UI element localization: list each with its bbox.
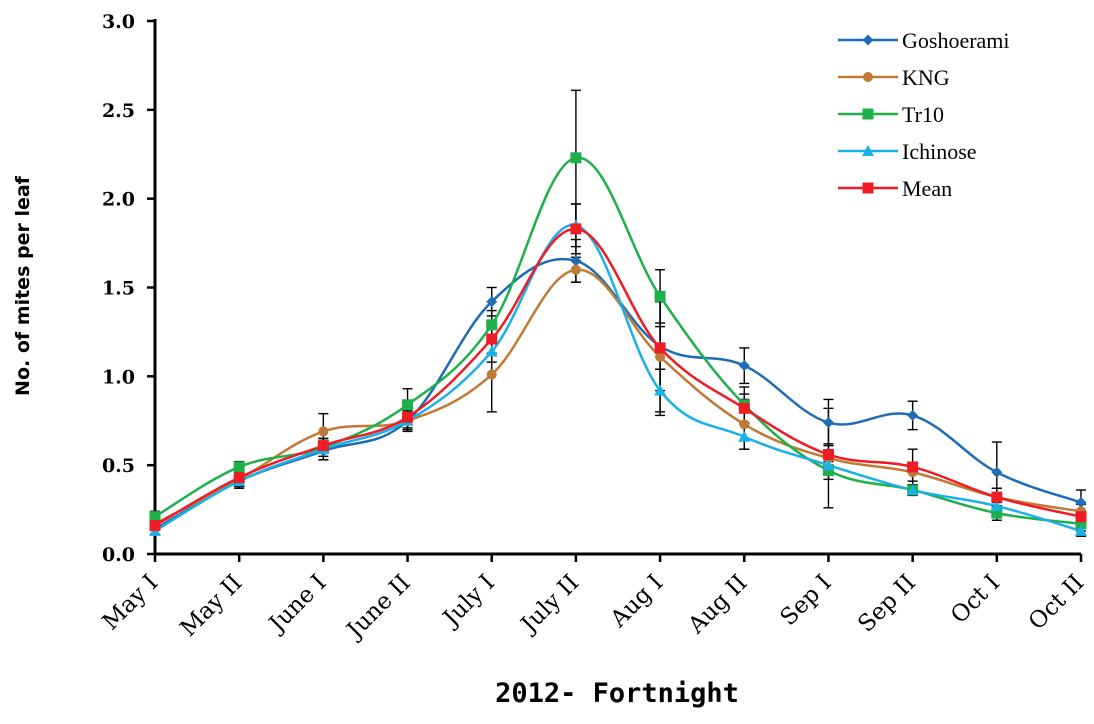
y-tick-label: 2.0 (102, 189, 135, 211)
data-point (862, 182, 874, 194)
x-tick-label: Aug II (683, 570, 753, 640)
data-point (1075, 518, 1087, 530)
data-point (570, 152, 582, 164)
data-point (402, 399, 414, 411)
data-point (1075, 511, 1087, 523)
data-point (822, 417, 834, 429)
y-tick-label: 0.0 (102, 544, 135, 566)
data-point (233, 461, 245, 473)
legend-item: Ichinose (838, 139, 977, 164)
legend-item: Mean (838, 176, 952, 201)
data-point (739, 419, 750, 430)
x-tick-label: May I (98, 570, 164, 636)
x-tick-label: Aug I (605, 570, 668, 633)
legend-label: Tr10 (902, 102, 944, 127)
y-axis-label: No. of mites per leaf (12, 175, 34, 396)
data-point (318, 426, 329, 437)
x-tick-label: Sep II (853, 570, 921, 638)
data-point (738, 360, 750, 372)
data-point (654, 342, 666, 354)
x-tick-label: June I (263, 570, 331, 638)
legend-label: Goshoerami (902, 28, 1010, 53)
data-point (654, 290, 666, 302)
series-lines (154, 156, 1082, 533)
data-point (862, 145, 874, 156)
data-point (149, 511, 161, 523)
legend-item: KNG (838, 65, 950, 90)
x-tick-label: July II (515, 570, 584, 639)
data-point (991, 507, 1003, 519)
data-point (486, 333, 498, 345)
legend-label: Ichinose (902, 139, 977, 164)
data-point (822, 449, 834, 461)
legend-label: KNG (902, 65, 950, 90)
x-tick-label: July I (437, 570, 500, 633)
y-tick-label: 3.0 (102, 11, 135, 33)
data-point (233, 472, 245, 484)
y-tick-label: 1.5 (102, 278, 135, 300)
x-tick-label: Sep I (776, 570, 837, 631)
data-point (990, 500, 1003, 512)
series-line (154, 156, 1082, 526)
x-tick-label: June II (341, 570, 416, 645)
data-point (570, 255, 582, 267)
data-point (738, 402, 750, 414)
data-point (402, 411, 414, 423)
data-point (862, 34, 874, 46)
data-point (822, 464, 834, 476)
x-axis-label: 2012- Fortnight (495, 678, 739, 709)
data-point (149, 520, 161, 532)
series-markers (149, 152, 1087, 536)
data-point (991, 466, 1003, 478)
data-point (1075, 524, 1087, 536)
data-point (317, 440, 329, 452)
data-point (907, 409, 919, 421)
series-line (154, 268, 1082, 525)
x-tick-label: Oct II (1024, 570, 1089, 635)
data-point (991, 491, 1003, 503)
y-tick-label: 1.0 (102, 366, 135, 388)
y-tick-label: 2.5 (102, 100, 135, 122)
data-point (570, 264, 581, 275)
series-line (154, 224, 1082, 533)
legend: Goshoerami KNG Tr10 Ichinose Mean (838, 28, 1010, 201)
data-point (738, 430, 751, 442)
data-point (485, 345, 498, 357)
data-point (570, 223, 582, 235)
data-point (486, 369, 497, 380)
x-tick-label: Oct I (946, 570, 1005, 629)
data-point (906, 484, 919, 496)
data-point (863, 72, 873, 82)
data-point (486, 296, 498, 308)
data-point (654, 384, 667, 396)
data-point (907, 461, 919, 473)
y-tick-label: 0.5 (102, 455, 135, 477)
data-point (1075, 496, 1087, 508)
data-point (822, 459, 835, 471)
data-point (862, 108, 874, 120)
legend-item: Tr10 (838, 102, 944, 127)
legend-label: Mean (902, 176, 952, 201)
legend-item: Goshoerami (838, 28, 1010, 53)
data-point (655, 351, 666, 362)
x-tick-label: May II (175, 570, 247, 642)
data-point (486, 319, 498, 331)
